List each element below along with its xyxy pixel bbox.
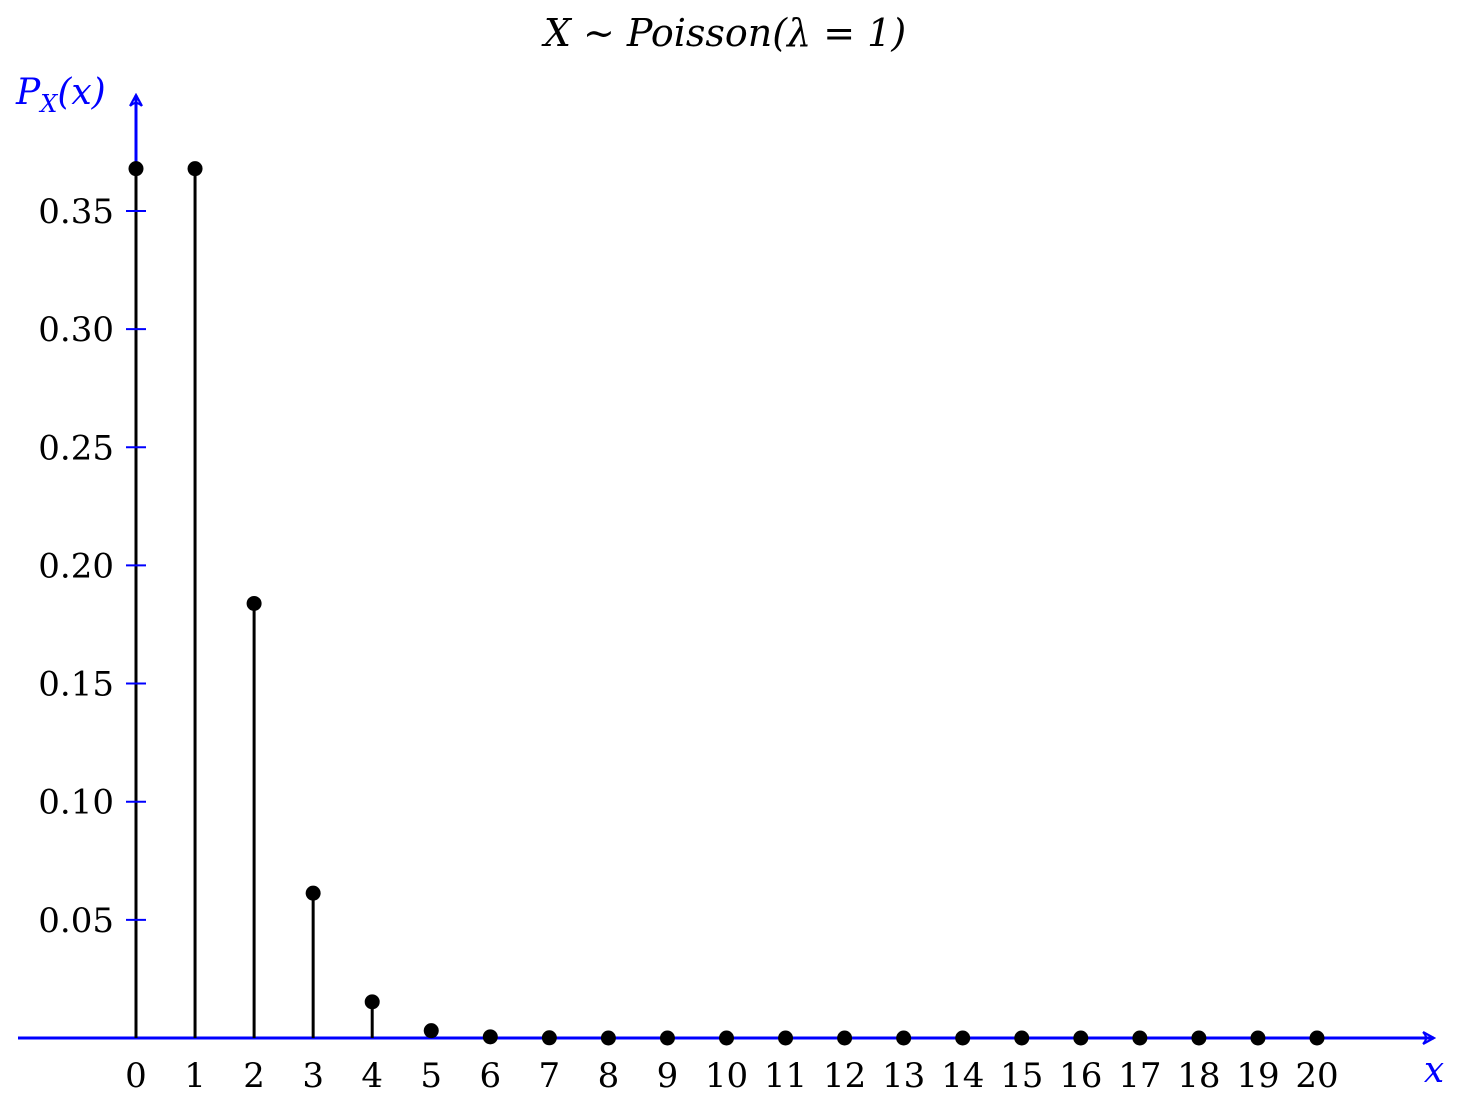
data-point-20: [1309, 1030, 1325, 1046]
data-point-17: [1132, 1030, 1148, 1046]
x-axis-label: x: [1424, 1050, 1444, 1091]
x-tick-label: 1: [184, 1056, 206, 1096]
data-point-3: [305, 885, 321, 901]
y-axis-label-main: P: [15, 72, 41, 113]
x-ticks: 0 1 2 3 4 5 6 7 8 9 10 11 12 13 14 15 16 17 18 19 20: [125, 1056, 1338, 1096]
x-tick-label: 18: [1177, 1056, 1220, 1096]
x-tick-label: 4: [361, 1056, 383, 1096]
data-point-7: [541, 1030, 557, 1046]
y-tick-label: 0.10: [38, 783, 114, 823]
data-point-9: [659, 1030, 675, 1046]
data-point-13: [896, 1030, 912, 1046]
x-tick-label: 20: [1295, 1056, 1338, 1096]
x-tick-label: 19: [1236, 1056, 1279, 1096]
data-point-10: [719, 1030, 734, 1046]
x-tick-label: 8: [598, 1056, 620, 1096]
data-point-6: [482, 1029, 498, 1045]
data-point-4: [364, 994, 380, 1010]
x-tick-label: 10: [705, 1056, 748, 1096]
chart-title: X ∼ Poisson(λ = 1): [541, 11, 906, 55]
y-axis-label: PX(x): [15, 72, 106, 118]
y-axis-label-sub: X: [38, 90, 58, 118]
data-point-8: [600, 1030, 616, 1046]
x-tick-label: 16: [1059, 1056, 1102, 1096]
y-ticks: 0.05 0.10 0.15 0.20 0.25 0.30 0.35: [38, 192, 146, 941]
x-tick-label: 11: [764, 1056, 807, 1096]
y-tick-label: 0.05: [38, 901, 114, 941]
stems: [134, 168, 433, 1038]
data-point-0: [128, 161, 144, 177]
y-tick-label: 0.20: [38, 546, 114, 586]
x-tick-label: 14: [941, 1056, 984, 1096]
data-point-14: [955, 1030, 971, 1046]
x-tick-label: 17: [1118, 1056, 1161, 1096]
y-tick-label: 0.30: [38, 310, 114, 350]
x-tick-label: 5: [420, 1056, 442, 1096]
y-tick-label: 0.35: [38, 192, 114, 232]
x-tick-label: 2: [243, 1056, 265, 1096]
x-tick-label: 13: [882, 1056, 925, 1096]
markers: [128, 161, 1325, 1046]
axes: [18, 95, 1434, 1038]
data-point-12: [837, 1030, 853, 1046]
data-point-19: [1250, 1030, 1266, 1046]
x-tick-label: 7: [539, 1056, 561, 1096]
data-point-18: [1191, 1030, 1207, 1046]
x-tick-label: 6: [479, 1056, 501, 1096]
y-tick-label: 0.25: [38, 428, 114, 468]
data-point-5: [423, 1023, 439, 1039]
x-tick-label: 15: [1000, 1056, 1043, 1096]
y-tick-label: 0.15: [38, 665, 114, 705]
data-point-2: [246, 595, 262, 611]
data-point-1: [187, 161, 203, 177]
x-tick-label: 12: [823, 1056, 866, 1096]
x-tick-label: 0: [125, 1056, 147, 1096]
y-axis-label-tail: (x): [57, 72, 105, 113]
data-point-16: [1073, 1030, 1089, 1046]
data-point-11: [778, 1030, 794, 1046]
x-tick-label: 9: [657, 1056, 679, 1096]
data-point-15: [1014, 1030, 1030, 1046]
x-tick-label: 3: [302, 1056, 324, 1096]
